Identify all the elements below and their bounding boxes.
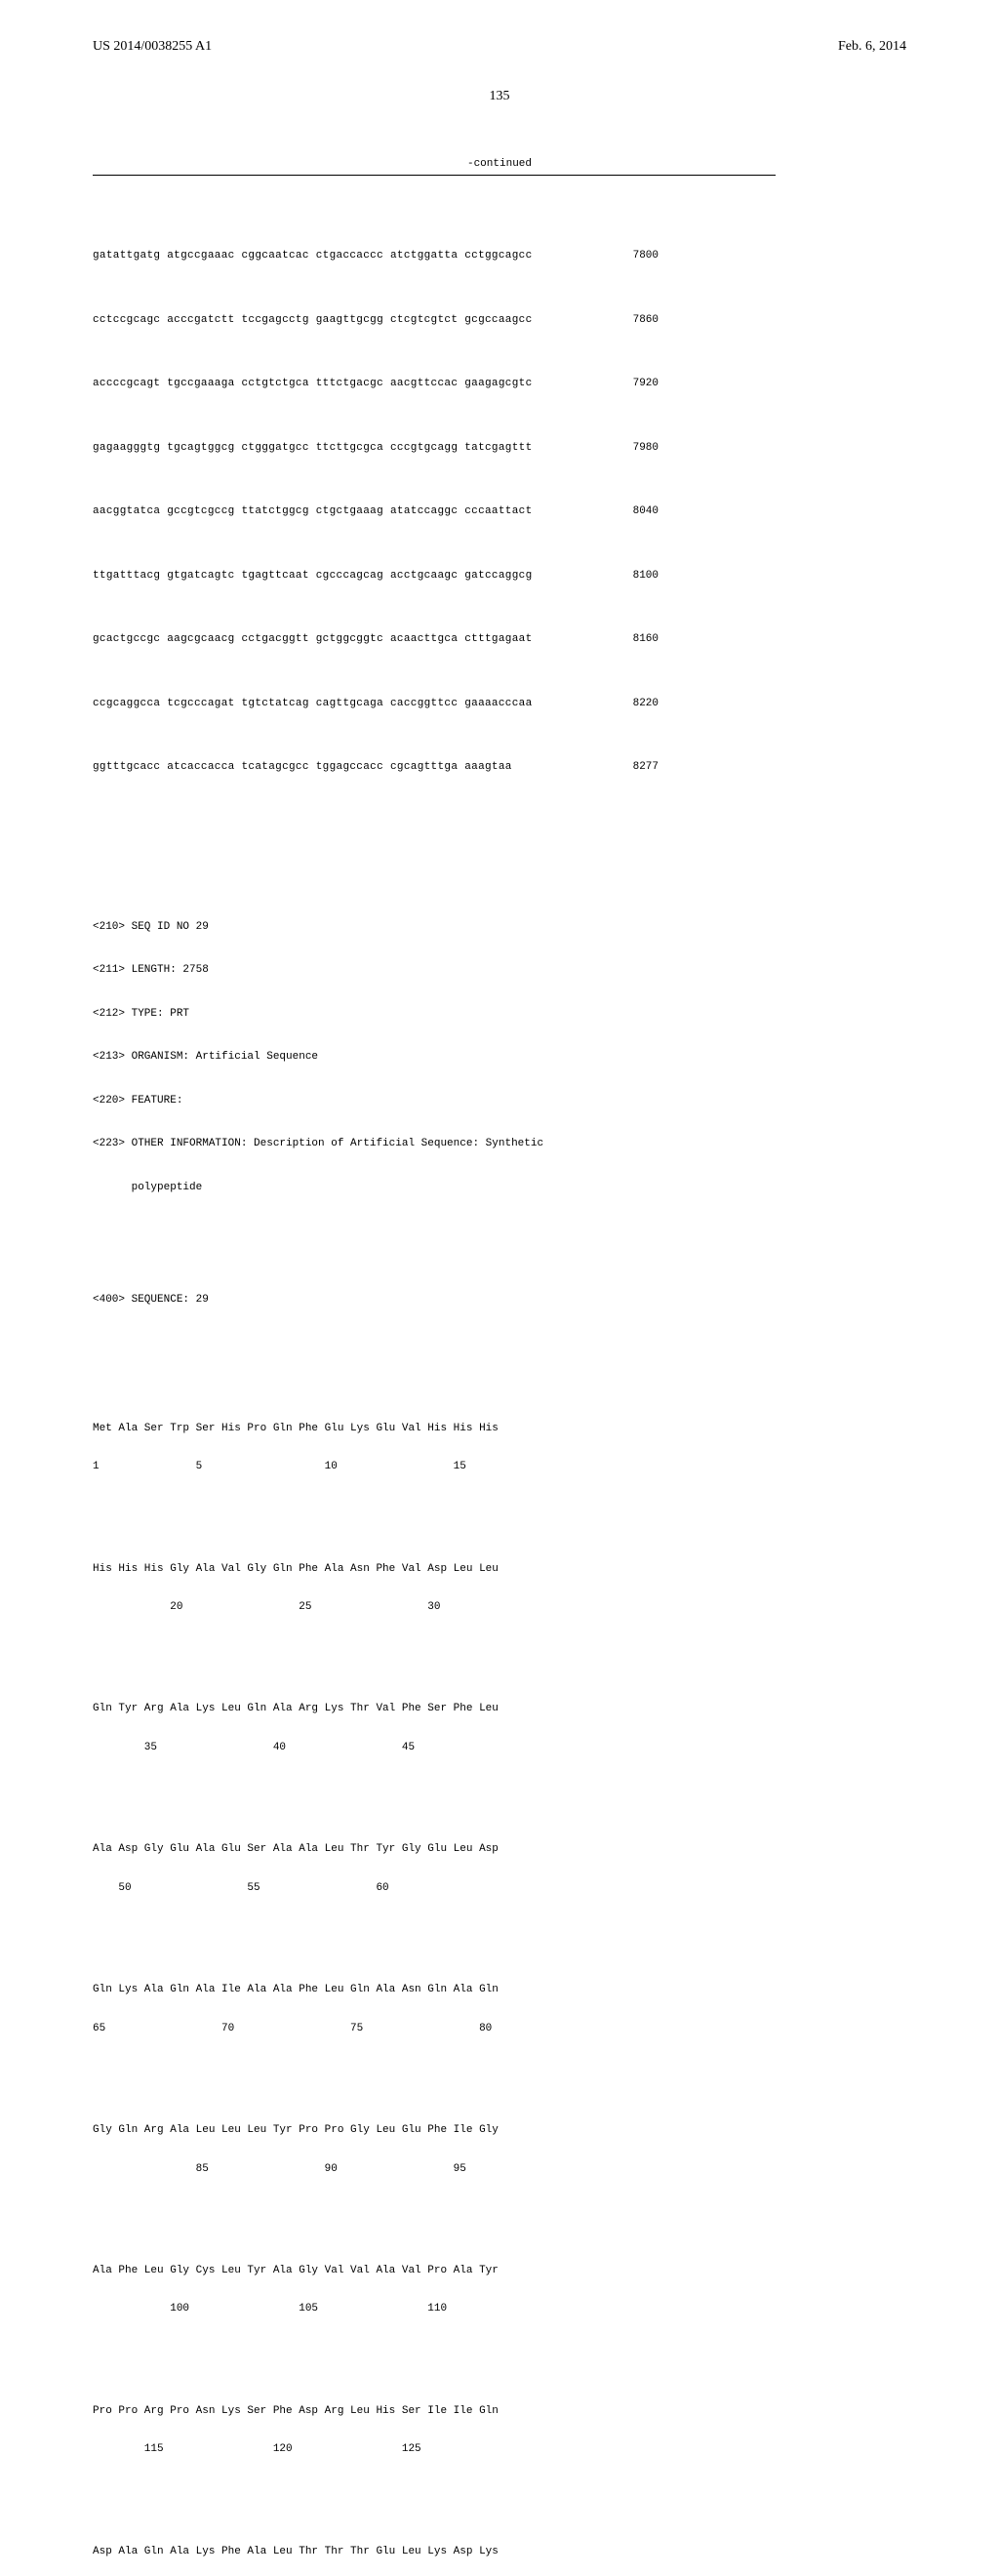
protein-aa: Met Ala Ser Trp Ser His Pro Gln Phe Glu … [93,1423,906,1435]
sequence-content: gatattgatg atgccgaaac cggcaatcac ctgacca… [93,183,906,2576]
nucleotide-line: gatattgatg atgccgaaac cggcaatcac ctgacca… [93,248,659,264]
nucleotide-line: accccgcagt tgccgaaaga cctgtctgca tttctga… [93,376,659,392]
protein-aa: Ala Phe Leu Gly Cys Leu Tyr Ala Gly Val … [93,2265,906,2277]
protein-entry: His His His Gly Ala Val Gly Gln Phe Ala … [93,1537,906,1640]
protein-block: Met Ala Ser Trp Ser His Pro Gln Phe Glu … [93,1371,906,2576]
nucleotide-line: ggtttgcacc atcaccacca tcatagcgcc tggagcc… [93,759,659,776]
nucleotide-line: ttgatttacg gtgatcagtc tgagttcaat cgcccag… [93,568,659,584]
metadata-seq-id: <210> SEQ ID NO 29 [93,920,906,935]
protein-entry: Ala Asp Gly Glu Ala Glu Ser Ala Ala Leu … [93,1818,906,1921]
protein-aa: His His His Gly Ala Val Gly Gln Phe Ala … [93,1563,906,1576]
protein-num: 35 40 45 [93,1742,906,1754]
nucleotide-num: 8277 [619,759,659,776]
protein-entry: Gly Gln Arg Ala Leu Leu Leu Tyr Pro Pro … [93,2099,906,2202]
metadata-feature: <220> FEATURE: [93,1094,906,1108]
nucleotide-line: gagaagggtg tgcagtggcg ctgggatgcc ttcttgc… [93,440,659,457]
metadata-other-info: <223> OTHER INFORMATION: Description of … [93,1137,906,1151]
sequence-label: <400> SEQUENCE: 29 [93,1292,906,1308]
nucleotide-line: gcactgccgc aagcgcaacg cctgacggtt gctggcg… [93,631,659,648]
protein-num: 20 25 30 [93,1601,906,1614]
protein-num: 50 55 60 [93,1882,906,1895]
continued-label: -continued [93,158,906,170]
protein-aa: Gln Lys Ala Gln Ala Ile Ala Ala Phe Leu … [93,1984,906,1996]
protein-aa: Asp Ala Gln Ala Lys Phe Ala Leu Thr Thr … [93,2546,906,2558]
nucleotide-num: 7980 [619,440,659,457]
protein-aa: Gln Tyr Arg Ala Lys Leu Gln Ala Arg Lys … [93,1703,906,1715]
nucleotide-num: 8160 [619,631,659,648]
protein-num: 115 120 125 [93,2443,906,2456]
patent-number: US 2014/0038255 A1 [93,39,212,55]
nucleotide-line: ccgcaggcca tcgcccagat tgtctatcag cagttgc… [93,696,659,712]
protein-entry: Gln Lys Ala Gln Ala Ile Ala Ala Phe Leu … [93,1958,906,2062]
document-header: US 2014/0038255 A1 Feb. 6, 2014 [93,39,906,55]
nucleotide-seq: aacggtatca gccgtcgccg ttatctggcg ctgctga… [93,503,533,520]
protein-entry: Gln Tyr Arg Ala Lys Leu Gln Ala Arg Lys … [93,1677,906,1781]
nucleotide-seq: ggtttgcacc atcaccacca tcatagcgcc tggagcc… [93,759,512,776]
nucleotide-num: 7800 [619,248,659,264]
nucleotide-seq: gcactgccgc aagcgcaacg cctgacggtt gctggcg… [93,631,533,648]
protein-num: 1 5 10 15 [93,1461,906,1473]
nucleotide-seq: ccgcaggcca tcgcccagat tgtctatcag cagttgc… [93,696,533,712]
protein-aa: Ala Asp Gly Glu Ala Glu Ser Ala Ala Leu … [93,1843,906,1856]
nucleotide-num: 7920 [619,376,659,392]
nucleotide-num: 8040 [619,503,659,520]
protein-num: 65 70 75 80 [93,2023,906,2035]
metadata-block: <210> SEQ ID NO 29 <211> LENGTH: 2758 <2… [93,891,906,1224]
nucleotide-num: 7860 [619,312,659,329]
nucleotide-num: 8100 [619,568,659,584]
nucleotide-line: aacggtatca gccgtcgccg ttatctggcg ctgctga… [93,503,659,520]
protein-entry: Ala Phe Leu Gly Cys Leu Tyr Ala Gly Val … [93,2239,906,2343]
nucleotide-seq: gagaagggtg tgcagtggcg ctgggatgcc ttcttgc… [93,440,533,457]
nucleotide-seq: accccgcagt tgccgaaaga cctgtctgca tttctga… [93,376,533,392]
divider-line [93,175,776,176]
nucleotide-num: 8220 [619,696,659,712]
protein-aa: Pro Pro Arg Pro Asn Lys Ser Phe Asp Arg … [93,2405,906,2418]
nucleotide-seq: ttgatttacg gtgatcagtc tgagttcaat cgcccag… [93,568,533,584]
protein-entry: Asp Ala Gln Ala Lys Phe Ala Leu Thr Thr … [93,2519,906,2576]
protein-num: 100 105 110 [93,2303,906,2315]
nucleotide-line: cctccgcagc acccgatctt tccgagcctg gaagttg… [93,312,659,329]
metadata-type: <212> TYPE: PRT [93,1007,906,1022]
nucleotide-seq: gatattgatg atgccgaaac cggcaatcac ctgacca… [93,248,533,264]
document-date: Feb. 6, 2014 [838,39,906,55]
protein-num: 85 90 95 [93,2163,906,2176]
protein-aa: Gly Gln Arg Ala Leu Leu Leu Tyr Pro Pro … [93,2124,906,2137]
metadata-other-info-2: polypeptide [93,1181,906,1195]
protein-entry: Pro Pro Arg Pro Asn Lys Ser Phe Asp Arg … [93,2379,906,2482]
metadata-length: <211> LENGTH: 2758 [93,963,906,978]
protein-entry: Met Ala Ser Trp Ser His Pro Gln Phe Glu … [93,1396,906,1500]
metadata-organism: <213> ORGANISM: Artificial Sequence [93,1050,906,1065]
nucleotide-block: gatattgatg atgccgaaac cggcaatcac ctgacca… [93,216,906,824]
nucleotide-seq: cctccgcagc acccgatctt tccgagcctg gaagttg… [93,312,533,329]
page-number: 135 [93,89,906,104]
